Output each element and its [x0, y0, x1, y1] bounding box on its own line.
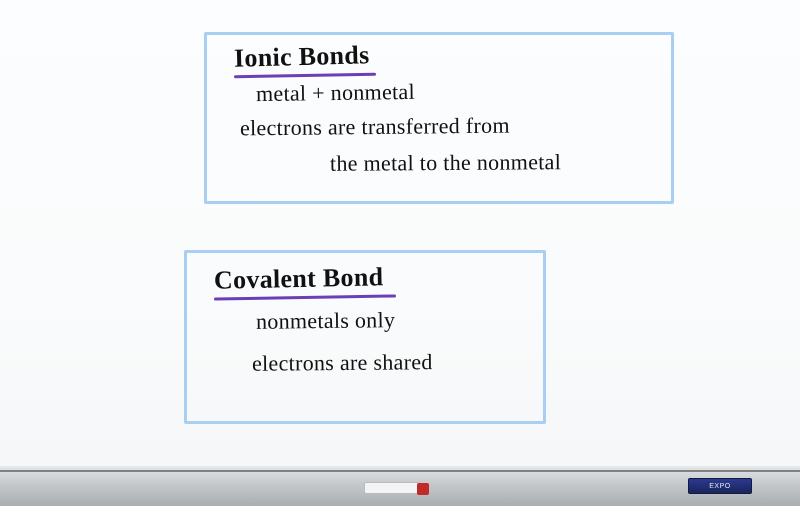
ionic-line-3: the metal to the nonmetal	[330, 149, 561, 177]
covalent-title: Covalent Bond	[214, 262, 384, 296]
eraser-label: EXPO	[689, 479, 751, 493]
covalent-line-1: nonmetals only	[256, 307, 396, 335]
whiteboard-surface: Ionic Bonds metal + nonmetal electrons a…	[0, 0, 800, 506]
ionic-line-1: metal + nonmetal	[256, 79, 415, 107]
eraser: EXPO	[688, 478, 752, 494]
red-marker-cap	[417, 483, 429, 495]
ionic-title: Ionic Bonds	[234, 40, 370, 74]
covalent-line-2: electrons are shared	[252, 349, 433, 377]
whiteboard-tray: EXPO	[0, 470, 800, 506]
red-marker	[364, 482, 420, 494]
ionic-line-2: electrons are transferred from	[240, 113, 510, 142]
